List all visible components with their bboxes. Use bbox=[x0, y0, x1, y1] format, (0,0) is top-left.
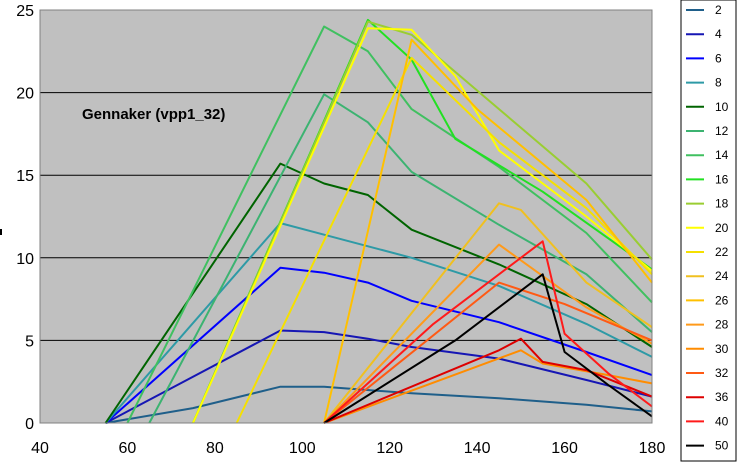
x-tick-label: 180 bbox=[639, 440, 666, 457]
legend-label-36: 36 bbox=[715, 390, 729, 404]
series-line-24 bbox=[323, 202, 653, 424]
legend-label-4: 4 bbox=[715, 27, 722, 41]
axis-marker bbox=[0, 229, 2, 235]
legend-label-32: 32 bbox=[715, 366, 729, 380]
series-line-22 bbox=[235, 56, 653, 424]
x-tick-label: 60 bbox=[119, 440, 137, 457]
legend-label-40: 40 bbox=[715, 414, 729, 428]
legend-label-18: 18 bbox=[715, 197, 729, 211]
legend-label-30: 30 bbox=[715, 342, 729, 356]
legend-label-24: 24 bbox=[715, 269, 729, 283]
series-line-18 bbox=[192, 20, 653, 424]
series-line-4 bbox=[105, 329, 653, 424]
y-tick-label: 25 bbox=[16, 3, 34, 20]
legend-label-16: 16 bbox=[715, 172, 729, 186]
x-tick-label: 80 bbox=[206, 440, 224, 457]
legend-label-22: 22 bbox=[715, 245, 729, 259]
series-line-40 bbox=[323, 240, 653, 424]
y-tick-label: 15 bbox=[16, 168, 34, 185]
plot-border bbox=[39, 9, 653, 424]
legend-label-28: 28 bbox=[715, 318, 729, 332]
legend-label-10: 10 bbox=[715, 100, 729, 114]
x-axis-ticks: 40 60 80 100 120 140 160 180 bbox=[31, 440, 665, 457]
y-tick-label: 20 bbox=[16, 86, 34, 103]
series-line-32 bbox=[323, 281, 653, 424]
series-line-26 bbox=[323, 38, 653, 424]
series-line-36 bbox=[323, 337, 653, 424]
series-line-50 bbox=[323, 273, 653, 424]
x-tick-label: 120 bbox=[376, 440, 403, 457]
series-line-14 bbox=[126, 25, 653, 424]
series-line-30 bbox=[323, 349, 653, 424]
legend-label-6: 6 bbox=[715, 51, 722, 65]
x-tick-label: 40 bbox=[31, 440, 49, 457]
legend-label-2: 2 bbox=[715, 3, 722, 17]
legend-label-26: 26 bbox=[715, 293, 729, 307]
legend-label-8: 8 bbox=[715, 76, 722, 90]
series-lines bbox=[104, 18, 653, 424]
series-line-6 bbox=[104, 266, 653, 424]
legend-label-12: 12 bbox=[715, 124, 729, 138]
y-tick-label: 0 bbox=[25, 416, 34, 433]
series-line-12 bbox=[148, 93, 653, 424]
legend-label-20: 20 bbox=[715, 221, 729, 235]
y-tick-label: 5 bbox=[25, 333, 34, 350]
y-tick-label: 10 bbox=[16, 251, 34, 268]
legend-box bbox=[680, 0, 737, 462]
series-line-2 bbox=[105, 385, 653, 424]
series-line-20 bbox=[192, 27, 653, 424]
legend-label-14: 14 bbox=[715, 148, 729, 162]
chart-annotation: Gennaker (vpp1_32) bbox=[82, 106, 225, 123]
x-tick-label: 140 bbox=[464, 440, 491, 457]
legend-label-50: 50 bbox=[715, 439, 729, 453]
y-axis-ticks: 0 5 10 15 20 25 bbox=[16, 3, 34, 433]
x-tick-label: 100 bbox=[289, 440, 316, 457]
x-tick-label: 160 bbox=[551, 440, 578, 457]
